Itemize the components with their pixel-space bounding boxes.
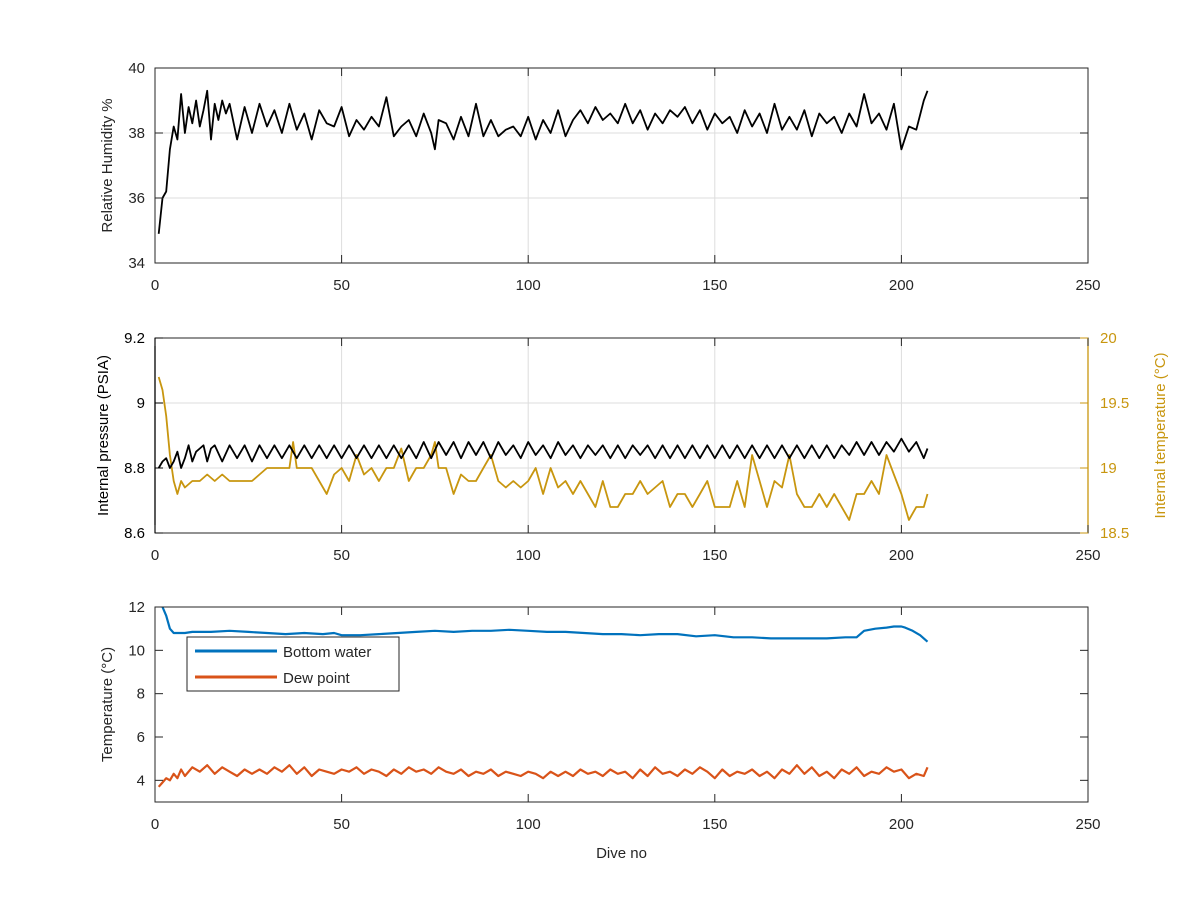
panel-humidity-frame bbox=[154, 67, 1089, 264]
y-tick-label: 34 bbox=[128, 255, 145, 272]
y-tick-label: 8.8 bbox=[124, 460, 145, 477]
y-tick-label-right: 19.5 bbox=[1100, 395, 1129, 412]
panel-humidity-x-ticks: 0 50 100 150 200 250 bbox=[151, 68, 1101, 294]
y-tick-label: 10 bbox=[128, 642, 145, 659]
x-tick-label: 100 bbox=[516, 816, 541, 833]
panel-pressure-ylabel-right: Internal temperature (°C) bbox=[1152, 352, 1169, 518]
y-tick-label: 8 bbox=[137, 686, 145, 703]
y-tick-label: 6 bbox=[137, 729, 145, 746]
legend-box bbox=[186, 636, 400, 692]
x-tick-label: 200 bbox=[889, 816, 914, 833]
y-tick-label: 36 bbox=[128, 190, 145, 207]
y-tick-label: 40 bbox=[128, 60, 145, 77]
x-tick-label: 100 bbox=[516, 547, 541, 564]
x-tick-label: 250 bbox=[1075, 547, 1100, 564]
x-tick-label: 250 bbox=[1075, 816, 1100, 833]
panel-humidity: 0 50 100 150 200 250 34 36 38 40 Relative Humidi… bbox=[99, 60, 1101, 294]
series-line-bottom-water bbox=[161, 606, 929, 643]
panel-pressure: 0 50 100 150 200 250 8.68.899.2 18.51919.520 … bbox=[95, 330, 1169, 564]
series-line-right bbox=[157, 376, 929, 521]
x-tick-label: 100 bbox=[516, 277, 541, 294]
x-tick-label: 200 bbox=[889, 547, 914, 564]
panel-pressure-lines bbox=[157, 376, 929, 521]
x-tick-label: 50 bbox=[333, 277, 350, 294]
panel-humidity-plot-area bbox=[155, 68, 1088, 263]
x-tick-label: 150 bbox=[702, 816, 727, 833]
panel-pressure-x-ticks: 0 50 100 150 200 250 bbox=[151, 338, 1101, 564]
y-tick-label: 9 bbox=[137, 395, 145, 412]
panel-temperature-ylabel: Temperature (°C) bbox=[99, 647, 116, 762]
panel-pressure-plot-area bbox=[155, 338, 1088, 533]
y-tick-label: 4 bbox=[137, 772, 145, 789]
panel-humidity-y-ticks: 34 36 38 40 bbox=[128, 60, 1088, 272]
panel-pressure-y-ticks-right: 18.5 19 19.5 20 bbox=[1080, 330, 1129, 542]
y-tick-label: 8.6 bbox=[124, 525, 145, 542]
series-line-main bbox=[157, 89, 929, 234]
panel-pressure-ylabel: Internal pressure (PSIA) bbox=[95, 355, 112, 516]
y-tick-label: 12 bbox=[128, 599, 145, 616]
y-tick-label: 9.2 bbox=[124, 330, 145, 347]
panel-humidity-lines bbox=[157, 89, 929, 234]
x-tick-label: 0 bbox=[151, 277, 159, 294]
y-tick-label-right: 18.5 bbox=[1100, 525, 1129, 542]
y-tick-label: 38 bbox=[128, 125, 145, 142]
legend: Bottom water Dew point bbox=[186, 636, 400, 692]
legend-label-bottom-water: Bottom water bbox=[283, 644, 371, 661]
panel-pressure-y-ticks: 8.6 8.8 9 9.2 bbox=[124, 330, 163, 542]
panel-temperature: 0 50 100 150 200 250 4 6 8 10 12 Temperature (°C)… bbox=[99, 599, 1101, 862]
panel-temperature-x-ticks: 0 50 100 150 200 250 bbox=[151, 607, 1101, 833]
panel-pressure-grid bbox=[155, 338, 1088, 533]
y-tick-label-right: 19 bbox=[1100, 460, 1117, 477]
x-tick-label: 200 bbox=[889, 277, 914, 294]
x-tick-label: 150 bbox=[702, 547, 727, 564]
panel-temperature-y-ticks: 4 6 8 10 12 bbox=[128, 599, 1088, 789]
x-tick-label: 150 bbox=[702, 277, 727, 294]
x-tick-label: 50 bbox=[333, 816, 350, 833]
panel-temperature-frame bbox=[154, 606, 1089, 803]
x-tick-label: 50 bbox=[333, 547, 350, 564]
panel-temperature-xlabel: Dive no bbox=[596, 845, 647, 862]
x-tick-label: 0 bbox=[151, 816, 159, 833]
panel-temperature-lines bbox=[157, 606, 929, 788]
legend-label-dew-point: Dew point bbox=[283, 670, 351, 687]
panel-humidity-ylabel: Relative Humidity % bbox=[99, 98, 116, 232]
x-tick-label: 250 bbox=[1075, 277, 1100, 294]
y-tick-label-right: 20 bbox=[1100, 330, 1117, 347]
series-line-dew-point bbox=[157, 764, 929, 788]
series-line-left bbox=[157, 437, 929, 469]
x-tick-label: 0 bbox=[151, 547, 159, 564]
